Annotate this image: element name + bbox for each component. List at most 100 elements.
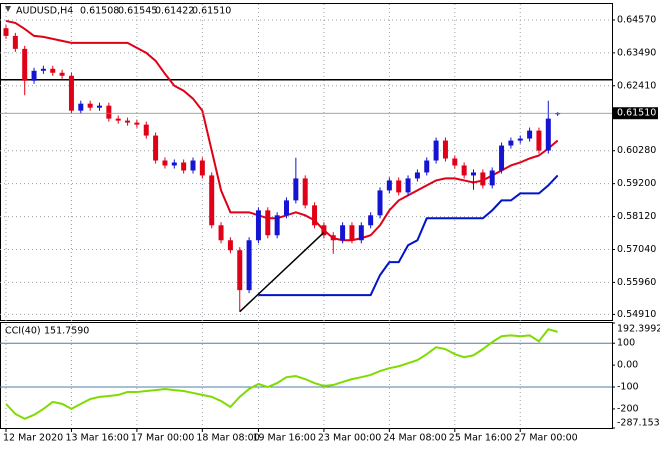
candle-body bbox=[499, 145, 505, 171]
y-tick-label: 192.3992 bbox=[617, 324, 660, 335]
x-tick-label: 12 Mar 2020 bbox=[3, 433, 63, 444]
candle-body bbox=[405, 178, 411, 193]
candle-body bbox=[22, 48, 28, 81]
low-label: 0.61422 bbox=[155, 6, 194, 17]
candle-body bbox=[31, 70, 37, 81]
close-label: 0.61510 bbox=[192, 6, 231, 17]
candle-body bbox=[97, 105, 102, 108]
x-tick-label: 18 Mar 08:00 bbox=[196, 433, 259, 444]
candle-body bbox=[181, 162, 187, 171]
candle-body bbox=[461, 165, 467, 176]
high-label: 0.61545 bbox=[118, 6, 157, 17]
candle-body bbox=[209, 175, 215, 226]
candle-body bbox=[78, 103, 84, 111]
x-tick-label: 24 Mar 08:00 bbox=[383, 433, 446, 444]
x-tick-label: 13 Mar 16:00 bbox=[65, 433, 128, 444]
candle-body bbox=[218, 225, 224, 241]
y-tick-label: -200 bbox=[617, 403, 639, 414]
candle-body bbox=[265, 210, 271, 236]
candle-body bbox=[480, 172, 486, 186]
candle-body bbox=[414, 172, 420, 179]
current-price-box bbox=[612, 107, 658, 120]
cci-frame bbox=[0, 322, 613, 429]
candle-body bbox=[134, 122, 140, 125]
candle-body bbox=[115, 118, 121, 121]
y-tick-label: 0.60280 bbox=[617, 145, 656, 156]
cci-value: 151.7590 bbox=[44, 326, 89, 337]
candle-body bbox=[517, 138, 523, 141]
candle-body bbox=[545, 118, 551, 151]
candle-body bbox=[162, 160, 168, 166]
candle-body bbox=[40, 68, 46, 71]
candle-body bbox=[452, 158, 458, 166]
indicator-line bbox=[258, 174, 559, 297]
y-tick-label: 0.57040 bbox=[617, 244, 656, 255]
candle-body bbox=[555, 113, 561, 115]
y-tick-label: 0.58120 bbox=[617, 211, 656, 222]
candle-body bbox=[312, 205, 318, 226]
candle-body bbox=[424, 160, 430, 173]
y-tick-label: 0.63490 bbox=[617, 47, 656, 58]
cci-line bbox=[5, 328, 558, 420]
current-price-label: 0.61510 bbox=[617, 108, 656, 119]
x-tick-label: 19 Mar 16:00 bbox=[252, 433, 315, 444]
candle-body bbox=[377, 190, 383, 216]
x-tick-label: 27 Mar 00:00 bbox=[514, 433, 577, 444]
y-tick-label: 0.54910 bbox=[617, 309, 656, 320]
candle-body bbox=[12, 35, 18, 49]
candle-body bbox=[3, 28, 9, 36]
candle-body bbox=[68, 75, 74, 111]
candle-body bbox=[199, 160, 205, 176]
candle-body bbox=[368, 215, 374, 226]
cci-title: CCI(40) bbox=[5, 326, 41, 337]
candle-body bbox=[255, 210, 261, 241]
y-tick-label: 0.62410 bbox=[617, 80, 656, 91]
indicator-line bbox=[5, 19, 559, 242]
candle-body bbox=[293, 178, 299, 201]
y-tick-label: 0.55960 bbox=[617, 277, 656, 288]
x-tick-label: 25 Mar 16:00 bbox=[449, 433, 512, 444]
candle-body bbox=[59, 72, 65, 76]
candle-body bbox=[125, 120, 131, 123]
symbol-icon bbox=[5, 6, 11, 12]
price-frame bbox=[0, 3, 613, 321]
candle-body bbox=[489, 170, 495, 186]
candle-body bbox=[284, 200, 289, 216]
candle-body bbox=[386, 180, 392, 191]
candle-body bbox=[471, 172, 476, 176]
candle-body bbox=[396, 180, 402, 193]
candle-body bbox=[237, 250, 243, 291]
candle-body bbox=[190, 160, 196, 171]
trend-line bbox=[239, 231, 325, 313]
candle-body bbox=[527, 130, 533, 139]
candle-body bbox=[508, 140, 514, 146]
candle-body bbox=[171, 162, 177, 166]
y-tick-label: 0.59200 bbox=[617, 178, 656, 189]
candle-body bbox=[227, 240, 233, 251]
candle-body bbox=[106, 105, 112, 119]
y-tick-label: -287.1537 bbox=[617, 418, 660, 429]
symbol-title: AUDUSD,H4 bbox=[16, 6, 73, 17]
candle-body bbox=[358, 225, 364, 241]
open-label: 0.61508 bbox=[80, 6, 119, 17]
candle-body bbox=[536, 130, 542, 151]
candle-body bbox=[442, 140, 448, 159]
y-tick-label: 0.64570 bbox=[617, 14, 656, 25]
candle-body bbox=[143, 124, 149, 136]
candle-body bbox=[340, 225, 346, 241]
candle-body bbox=[50, 68, 56, 73]
candle-body bbox=[246, 240, 252, 291]
y-tick-label: 0.00 bbox=[617, 360, 638, 371]
x-tick-label: 17 Mar 00:00 bbox=[131, 433, 194, 444]
y-tick-label: 100 bbox=[617, 338, 635, 349]
candle-body bbox=[433, 140, 439, 161]
candle-body bbox=[302, 178, 308, 206]
candle-body bbox=[330, 235, 336, 241]
candle-body bbox=[349, 225, 355, 241]
y-tick-label: -100 bbox=[617, 382, 639, 393]
x-tick-label: 23 Mar 00:00 bbox=[318, 433, 381, 444]
candle-body bbox=[153, 135, 159, 161]
candle-body bbox=[274, 215, 280, 236]
